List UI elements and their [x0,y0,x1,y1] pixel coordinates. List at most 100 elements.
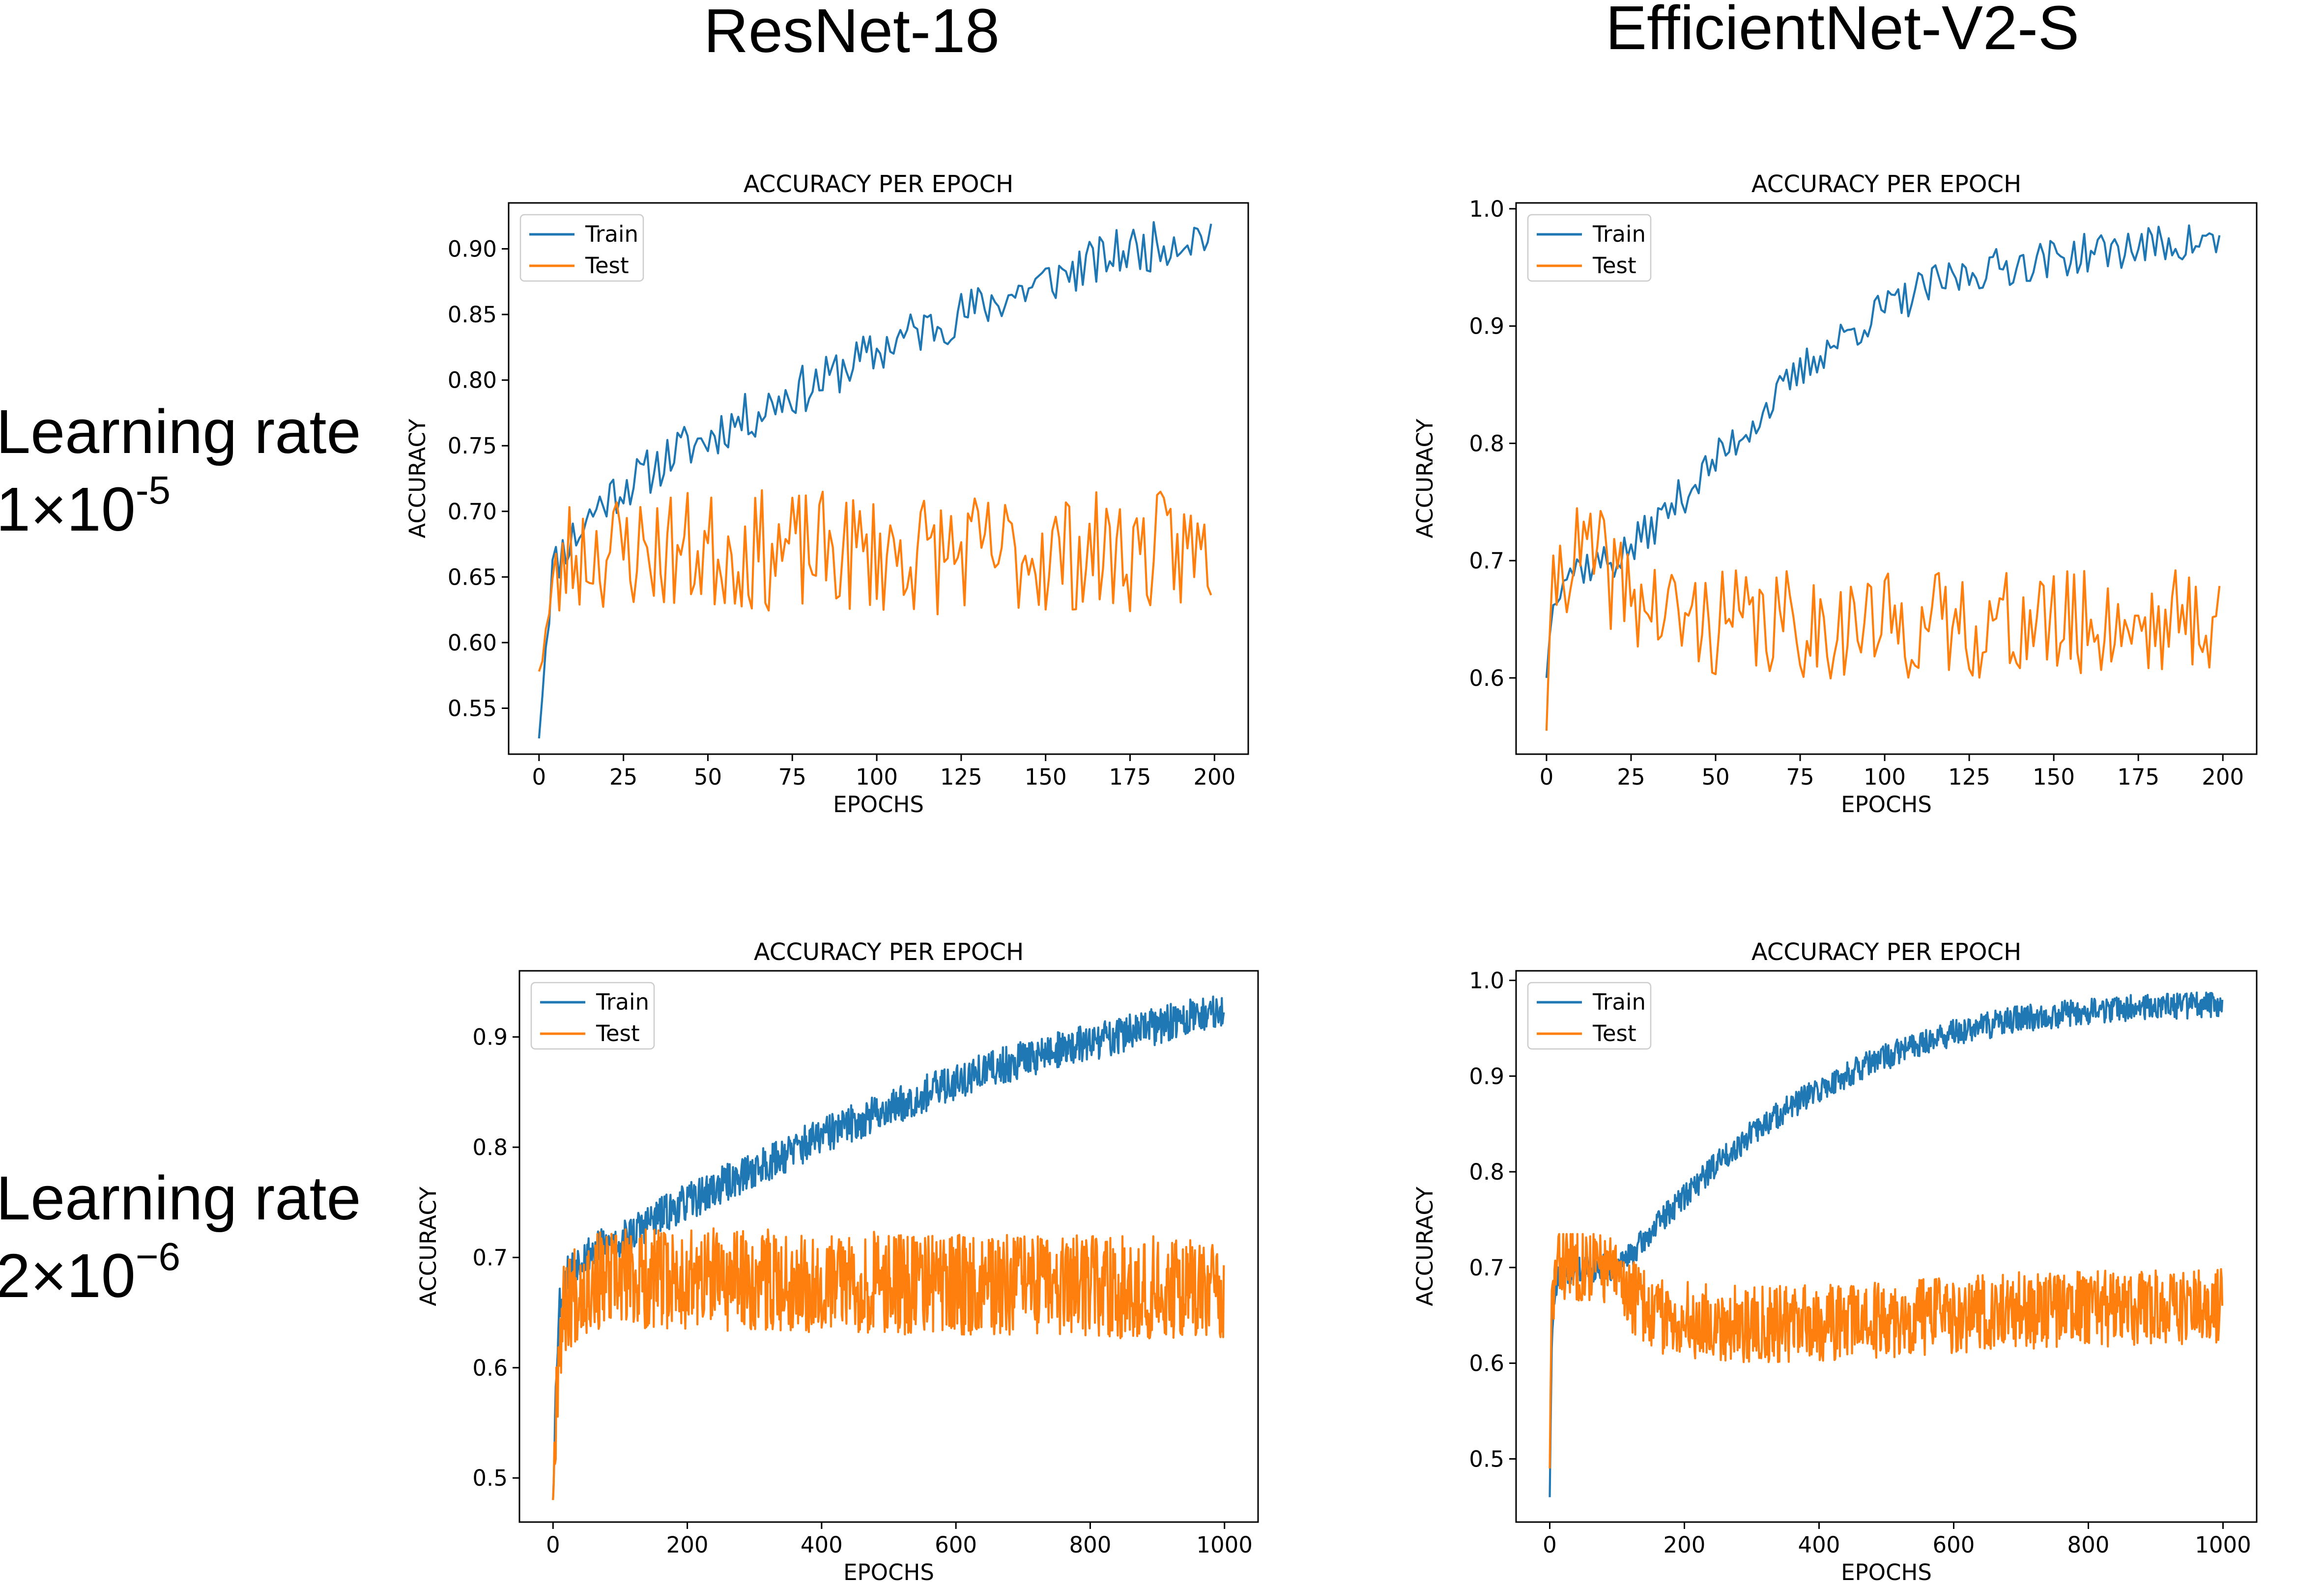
x-tick-label: 75 [778,764,806,790]
x-tick-label: 200 [666,1532,709,1558]
x-tick-label: 800 [1069,1532,1111,1558]
x-tick-label: 150 [1025,764,1067,790]
x-tick-label: 600 [1933,1532,1975,1558]
legend-box [530,982,655,1050]
y-tick-label: 0.5 [1469,1446,1504,1472]
series-line-test [1545,507,2221,731]
series-line-test [538,489,1212,672]
x-tick-label: 600 [935,1532,977,1558]
x-tick-label: 25 [609,764,637,790]
series-group [538,221,1212,739]
y-axis-label: ACCURACY [1412,1186,1438,1306]
plot-frame [518,970,1259,1523]
x-tick-label: 125 [940,764,982,790]
x-tick-label: 1000 [1196,1532,1253,1558]
chart-title: ACCURACY PER EPOCH [1751,170,2021,198]
legend-box [1527,214,1652,282]
row-header-lr2-exp: −6 [135,1234,181,1278]
y-tick-label: 1.0 [1469,967,1504,993]
series-group [1545,224,2221,731]
x-tick-label: 0 [1543,1532,1557,1558]
x-tick-label: 125 [1948,764,1990,790]
y-tick-label: 0.70 [448,499,497,525]
x-tick-label: 800 [2067,1532,2110,1558]
plot-frame [1515,970,2258,1523]
chart-title: ACCURACY PER EPOCH [744,170,1013,198]
x-tick-label: 75 [1786,764,1814,790]
y-tick-label: 0.65 [448,564,497,590]
y-tick-label: 0.90 [448,236,497,262]
series-group [552,995,1225,1500]
legend-label-train: Train [1592,221,1646,247]
row-header-lr2-base: 2×10 [0,1241,136,1310]
x-tick-label: 0 [546,1532,560,1558]
x-axis-label: EPOCHS [833,791,924,818]
legend-label-test: Test [596,1020,640,1046]
legend-label-train: Train [596,989,649,1015]
y-axis-label: ACCURACY [415,1186,441,1306]
series-line-test [552,1227,1225,1500]
x-axis-label: EPOCHS [1841,791,1932,818]
x-tick-label: 25 [1617,764,1645,790]
series-group [1549,991,2224,1497]
plot-frame [508,202,1249,755]
x-tick-label: 50 [694,764,722,790]
legend: Train Test [519,214,644,282]
y-tick-label: 0.6 [1469,1351,1504,1377]
y-tick-label: 1.0 [1469,196,1504,222]
row-header-lr1-base: 1×10 [0,474,136,544]
x-axis-label: EPOCHS [1841,1559,1932,1582]
y-tick-label: 0.60 [448,630,497,656]
x-tick-label: 100 [856,764,898,790]
y-tick-label: 0.55 [448,696,497,722]
y-tick-label: 0.8 [1469,1159,1504,1185]
series-line-train [552,995,1225,1500]
y-axis-label: ACCURACY [404,419,430,538]
series-line-test [1549,1233,2224,1469]
x-tick-label: 200 [2202,764,2244,790]
y-tick-label: 0.9 [1469,313,1504,339]
row-header-lr2-value: 2×10−6 [0,1237,361,1315]
x-tick-label: 0 [1540,764,1554,790]
row-header-lr2-text: Learning rate [0,1163,361,1233]
x-tick-label: 1000 [2195,1532,2251,1558]
y-tick-label: 0.80 [448,367,497,394]
legend-label-train: Train [1592,989,1646,1015]
legend: Train Test [530,982,655,1050]
x-tick-label: 400 [801,1532,843,1558]
series-line-train [538,221,1212,739]
x-tick-label: 150 [2033,764,2075,790]
x-tick-label: 200 [1664,1532,1706,1558]
y-tick-label: 0.7 [1469,1255,1504,1281]
y-axis-label: ACCURACY [1412,419,1438,538]
row-header-lr1-exp: -5 [135,468,171,512]
row-header-lr2: Learning rate 2×10−6 [0,1159,361,1314]
chart-title: ACCURACY PER EPOCH [754,938,1024,966]
y-tick-label: 0.85 [448,302,497,328]
x-tick-label: 100 [1864,764,1906,790]
y-tick-label: 0.8 [472,1134,508,1160]
y-tick-label: 0.8 [1469,430,1504,456]
y-tick-label: 0.9 [1469,1063,1504,1089]
x-tick-label: 175 [2117,764,2159,790]
x-axis-label: EPOCHS [843,1559,934,1582]
series-line-train [1545,224,2221,678]
column-header-efficientnet: EfficientNet-V2-S [1605,0,2080,62]
legend: Train Test [1527,982,1652,1050]
legend-label-test: Test [1592,253,1636,279]
legend-label-train: Train [585,221,638,247]
series-line-train [1549,991,2224,1497]
legend-label-test: Test [1592,1020,1636,1046]
row-header-lr1: Learning rate 1×10-5 [0,393,361,548]
y-tick-label: 0.7 [1469,548,1504,574]
legend: Train Test [1527,214,1652,282]
y-tick-label: 0.75 [448,433,497,459]
legend-label-test: Test [585,253,629,279]
y-tick-label: 0.6 [1469,665,1504,691]
y-tick-label: 0.9 [472,1024,508,1050]
legend-box [519,214,644,282]
x-tick-label: 200 [1193,764,1235,790]
